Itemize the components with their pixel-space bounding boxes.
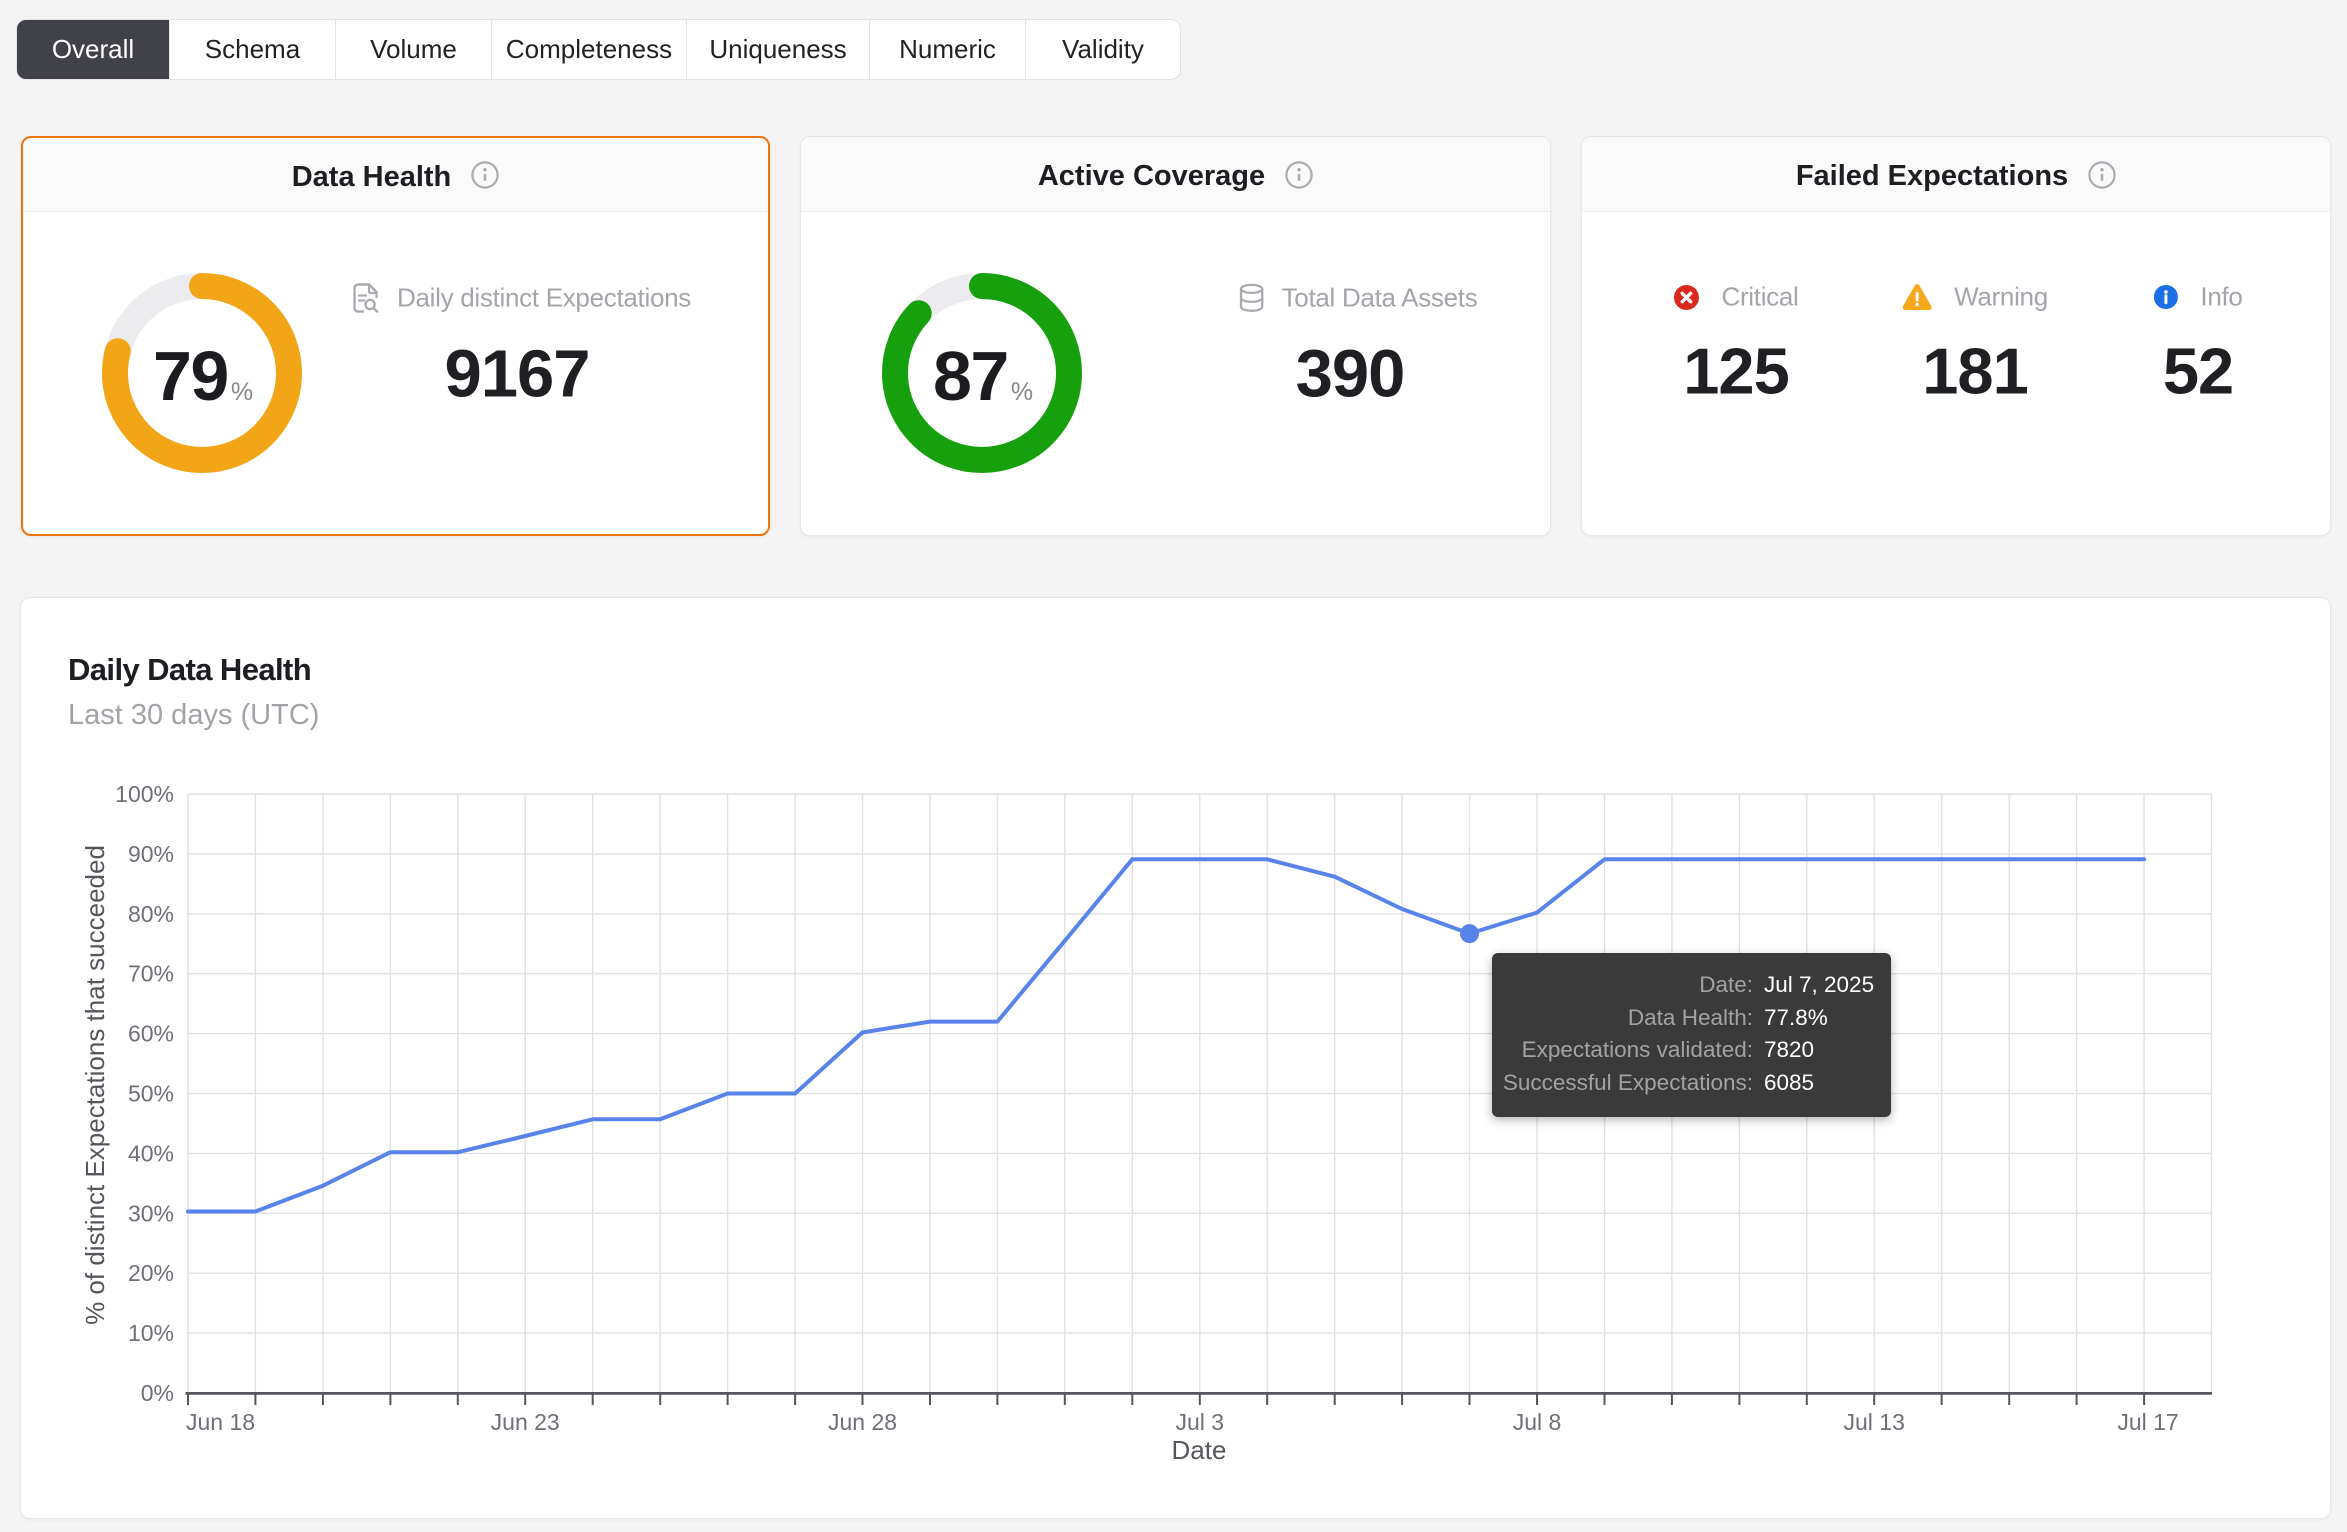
svg-text:40%: 40% xyxy=(128,1140,174,1166)
svg-text:50%: 50% xyxy=(128,1081,174,1107)
svg-text:90%: 90% xyxy=(128,841,174,867)
svg-text:Jul 17: Jul 17 xyxy=(2117,1409,2178,1435)
svg-text:60%: 60% xyxy=(128,1021,174,1047)
svg-text:Jun 18: Jun 18 xyxy=(186,1409,255,1435)
svg-text:80%: 80% xyxy=(128,901,174,927)
svg-text:Jun 23: Jun 23 xyxy=(491,1409,560,1435)
svg-text:0%: 0% xyxy=(141,1380,174,1406)
svg-text:10%: 10% xyxy=(128,1320,174,1346)
svg-text:Jul 8: Jul 8 xyxy=(1513,1409,1562,1435)
svg-text:30%: 30% xyxy=(128,1200,174,1226)
svg-text:% of distinct Expectations tha: % of distinct Expectations that succeede… xyxy=(80,845,110,1325)
svg-text:Jun 28: Jun 28 xyxy=(828,1409,897,1435)
svg-text:Date: Date xyxy=(1172,1435,1227,1465)
svg-text:20%: 20% xyxy=(128,1260,174,1286)
svg-text:Jul 13: Jul 13 xyxy=(1844,1409,1905,1435)
svg-text:100%: 100% xyxy=(115,781,174,807)
svg-text:Jul 3: Jul 3 xyxy=(1176,1409,1225,1435)
svg-text:70%: 70% xyxy=(128,961,174,987)
